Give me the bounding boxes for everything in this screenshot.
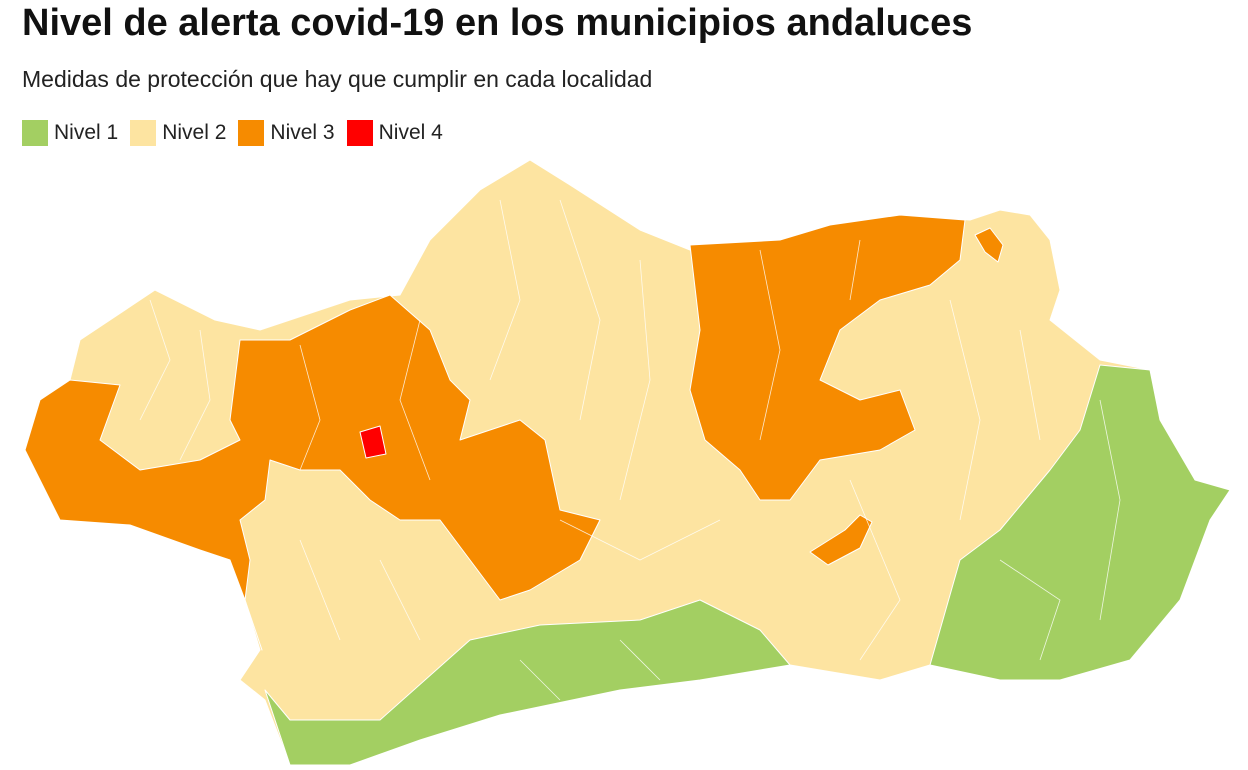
legend-label: Nivel 1 bbox=[54, 121, 119, 144]
legend-item: Nivel 3 bbox=[238, 120, 335, 146]
region bbox=[689, 214, 966, 501]
legend-label: Nivel 4 bbox=[378, 121, 443, 144]
legend-swatch bbox=[346, 120, 373, 146]
boundary bbox=[139, 199, 1121, 701]
legend: Nivel 1 Nivel 2 Nivel 3 Nivel 4 bbox=[22, 120, 443, 146]
municipal-boundaries bbox=[139, 199, 1121, 701]
legend-label: Nivel 2 bbox=[162, 121, 227, 144]
legend-label: Nivel 3 bbox=[270, 121, 335, 144]
legend-item: Nivel 2 bbox=[130, 120, 226, 146]
legend-swatch bbox=[130, 120, 157, 146]
title: Nivel de alerta covid-19 en los municipi… bbox=[22, 2, 973, 44]
region bbox=[24, 294, 601, 651]
legend-item: Nivel 4 bbox=[346, 120, 443, 146]
legend-swatch bbox=[238, 120, 265, 146]
region bbox=[359, 425, 387, 459]
region bbox=[809, 514, 873, 566]
region bbox=[929, 364, 1231, 681]
subtitle: Medidas de protección que hay que cumpli… bbox=[22, 66, 653, 92]
region bbox=[974, 227, 1004, 263]
legend-item: Nivel 1 bbox=[22, 120, 118, 146]
region bbox=[264, 599, 791, 766]
legend-swatch bbox=[22, 120, 48, 146]
